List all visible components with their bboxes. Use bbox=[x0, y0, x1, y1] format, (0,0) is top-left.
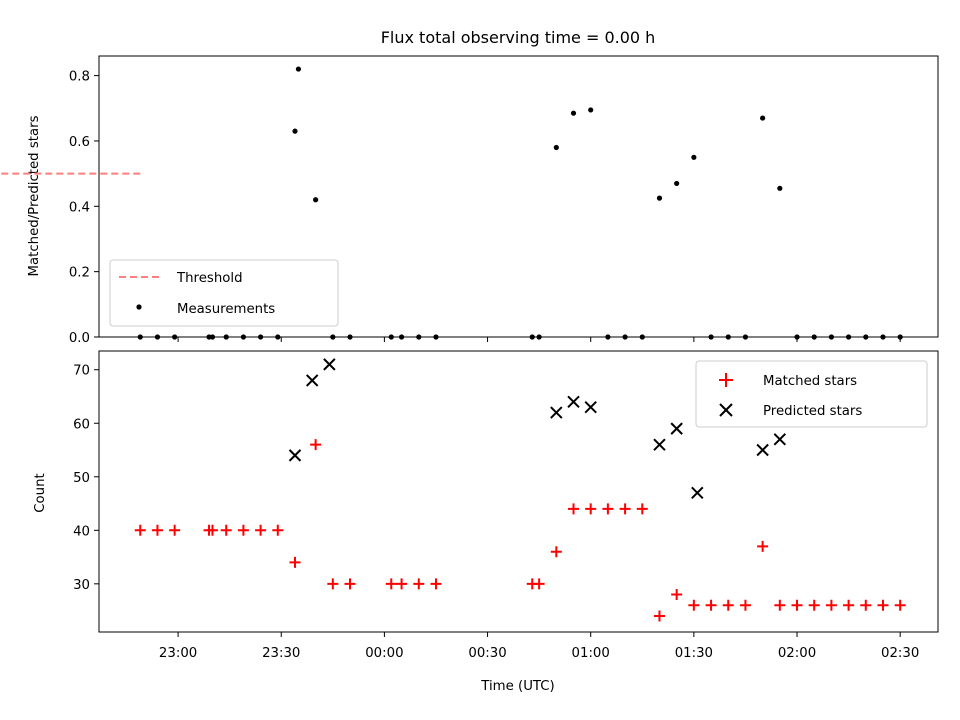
top-y-tick-label: 0.4 bbox=[69, 200, 90, 215]
legend-matched-swatch bbox=[719, 373, 733, 387]
matched-star-point bbox=[757, 540, 769, 552]
matched-star-point bbox=[220, 524, 232, 536]
x-tick-label: 01:30 bbox=[675, 646, 713, 661]
measurement-point bbox=[674, 180, 680, 187]
predicted-star-point bbox=[550, 406, 563, 419]
legend-matched-label: Matched stars bbox=[763, 374, 857, 389]
matched-star-point bbox=[843, 599, 855, 611]
legend-measurements-label: Measurements bbox=[177, 302, 275, 317]
matched-star-point bbox=[430, 578, 442, 590]
predicted-star-point bbox=[305, 374, 319, 387]
bottom-legend: Matched stars Predicted stars bbox=[695, 360, 928, 428]
matched-star-point bbox=[791, 599, 803, 611]
matched-star-point bbox=[653, 610, 665, 622]
top-legend-frame bbox=[109, 259, 339, 327]
predicted-star-point bbox=[653, 438, 666, 451]
bottom-y-tick-label: 30 bbox=[73, 578, 90, 593]
measurement-point bbox=[691, 154, 697, 160]
bottom-y-tick-label: 60 bbox=[73, 417, 90, 432]
bottom-y-tick-label: 50 bbox=[73, 471, 90, 486]
x-tick-label: 02:30 bbox=[881, 646, 919, 661]
matched-star-point bbox=[602, 503, 614, 515]
matched-star-point bbox=[705, 599, 717, 611]
matched-star-point bbox=[585, 503, 597, 515]
legend-predicted-swatch bbox=[719, 403, 733, 417]
top-y-tick-label: 0.8 bbox=[69, 70, 90, 85]
top-y-axis-label: Matched/Predicted stars bbox=[27, 115, 42, 276]
matched-star-point bbox=[825, 599, 837, 611]
x-tick-label: 23:00 bbox=[159, 646, 197, 661]
predicted-star-point bbox=[584, 400, 597, 414]
legend-measurements-swatch bbox=[136, 304, 142, 310]
x-tick-label: 01:00 bbox=[572, 646, 610, 661]
measurement-point bbox=[295, 66, 302, 72]
measurement-point bbox=[570, 110, 577, 116]
matched-star-point bbox=[860, 599, 872, 611]
top-legend: Threshold Measurements bbox=[109, 259, 339, 327]
matched-star-point bbox=[550, 546, 562, 558]
x-tick-label: 23:30 bbox=[262, 646, 300, 661]
predicted-star-point bbox=[670, 422, 683, 435]
matched-star-point bbox=[151, 524, 163, 536]
measurement-point bbox=[313, 197, 319, 203]
matched-star-point bbox=[310, 439, 322, 451]
top-y-tick-label: 0.6 bbox=[69, 135, 90, 150]
predicted-star-point bbox=[773, 433, 787, 446]
predicted-star-point bbox=[323, 358, 336, 371]
x-tick-label: 00:00 bbox=[365, 646, 403, 661]
top-y-tick-label: 0.2 bbox=[69, 266, 90, 281]
matched-star-point bbox=[169, 524, 181, 536]
matched-star-point bbox=[272, 524, 284, 536]
predicted-star-point bbox=[288, 449, 302, 462]
matched-star-point bbox=[722, 599, 734, 611]
matched-star-point bbox=[413, 578, 425, 590]
predicted-star-point bbox=[756, 443, 769, 457]
predicted-star-point bbox=[567, 395, 580, 409]
matched-star-point bbox=[289, 556, 301, 568]
top-y-tick-label: 0.0 bbox=[69, 331, 90, 346]
matched-star-point bbox=[894, 599, 906, 611]
measurement-point bbox=[760, 115, 766, 121]
x-axis-label: Time (UTC) bbox=[480, 679, 555, 694]
matched-star-point bbox=[774, 599, 786, 611]
matched-star-point bbox=[671, 589, 683, 601]
measurement-point bbox=[656, 195, 663, 201]
matched-star-point bbox=[636, 503, 648, 515]
legend-threshold-label: Threshold bbox=[176, 271, 243, 286]
matched-star-point bbox=[344, 578, 356, 590]
matched-star-point bbox=[619, 503, 631, 515]
top-axes-frame bbox=[98, 55, 939, 338]
legend-predicted-label: Predicted stars bbox=[763, 404, 862, 419]
bottom-y-tick-label: 40 bbox=[73, 524, 90, 539]
matched-star-point bbox=[533, 578, 545, 590]
x-tick-label: 02:00 bbox=[778, 646, 816, 661]
matched-star-point bbox=[385, 578, 397, 590]
matched-star-point bbox=[568, 503, 580, 515]
measurement-point bbox=[292, 128, 298, 134]
matched-star-point bbox=[739, 599, 751, 611]
measurement-point bbox=[553, 144, 559, 151]
matched-star-point bbox=[255, 524, 267, 536]
predicted-star-point bbox=[691, 486, 704, 500]
top-plot-area: 0.0 0.2 0.4 0.6 0.8 bbox=[0, 55, 939, 346]
matched-star-point bbox=[134, 524, 146, 536]
bottom-y-axis-label: Count bbox=[33, 473, 48, 513]
matched-star-point bbox=[206, 524, 218, 536]
matched-star-point bbox=[396, 578, 408, 590]
matched-star-point bbox=[688, 599, 700, 611]
matched-star-point bbox=[877, 599, 889, 611]
chart-title: Flux total observing time = 0.00 h bbox=[381, 28, 656, 47]
x-tick-label: 00:30 bbox=[468, 646, 506, 661]
measurement-point bbox=[777, 185, 783, 191]
bottom-legend-frame bbox=[695, 360, 928, 428]
matched-star-point bbox=[327, 578, 339, 590]
measurement-point bbox=[588, 107, 594, 113]
bottom-y-tick-label: 70 bbox=[73, 364, 90, 379]
bottom-axes-frame bbox=[98, 350, 939, 633]
matched-star-point bbox=[808, 599, 820, 611]
matched-star-point bbox=[237, 524, 249, 536]
bottom-plot-area: 30 40 50 60 70 23:00 23:30 00:00 00:30 01:00 01:30… bbox=[73, 350, 939, 661]
